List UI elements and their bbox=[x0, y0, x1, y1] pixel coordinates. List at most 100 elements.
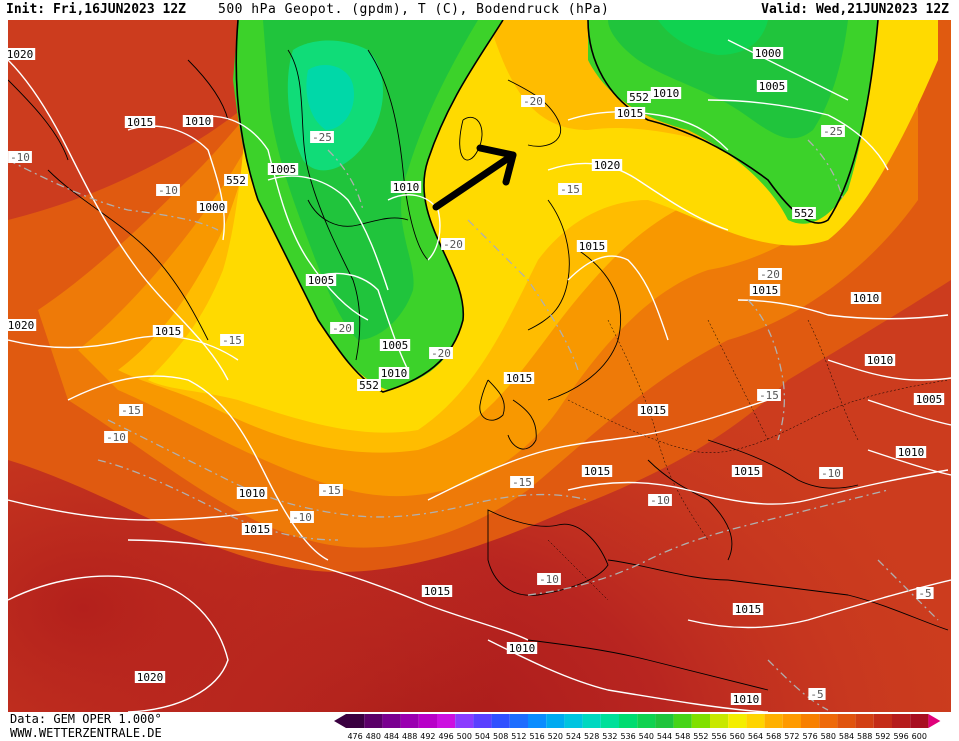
legend-swatch bbox=[382, 714, 401, 728]
legend-swatch bbox=[801, 714, 820, 728]
valid-time: Valid: Wed,21JUN2023 12Z bbox=[761, 2, 949, 17]
legend-value: 596 bbox=[893, 732, 908, 741]
geopot-552-contour bbox=[235, 20, 879, 393]
legend-value: 492 bbox=[420, 732, 435, 741]
isotherm-label: -10 bbox=[650, 494, 670, 507]
isobar-label-box bbox=[576, 240, 608, 252]
legend-swatch bbox=[873, 714, 892, 728]
geopot-label-box bbox=[792, 207, 816, 219]
legend-value: 508 bbox=[493, 732, 508, 741]
isobar-label: 1015 bbox=[752, 284, 779, 297]
legend-value: 568 bbox=[766, 732, 781, 741]
isotherm-label: -20 bbox=[332, 322, 352, 335]
borders bbox=[547, 319, 949, 601]
isobar-label-box bbox=[732, 603, 764, 615]
legend-swatch bbox=[418, 714, 437, 728]
isobar-label: 1005 bbox=[759, 80, 786, 93]
legend-swatch bbox=[455, 714, 474, 728]
legend-value: 592 bbox=[875, 732, 890, 741]
isotherm-label: -10 bbox=[292, 511, 312, 524]
isobar-label: 1015 bbox=[579, 240, 606, 253]
geopot-labels: 552 552 552 552 bbox=[224, 91, 816, 392]
isotherm-label: -5 bbox=[918, 587, 931, 600]
legend-value: 484 bbox=[384, 732, 399, 741]
isobar-label-box bbox=[503, 372, 535, 384]
isotherm-label-box bbox=[537, 573, 561, 585]
isobar-label: 1010 bbox=[733, 693, 760, 706]
legend-value: 504 bbox=[475, 732, 490, 741]
isobar-label: 1005 bbox=[270, 163, 297, 176]
isotherm-label: -10 bbox=[158, 184, 178, 197]
legend-swatch bbox=[746, 714, 765, 728]
isotherm-label-box bbox=[916, 587, 934, 599]
isotherm-label: -5 bbox=[810, 688, 823, 701]
legend-swatch bbox=[619, 714, 638, 728]
isotherm-label-box bbox=[220, 334, 244, 346]
legend-swatch bbox=[710, 714, 729, 728]
legend-swatch bbox=[400, 714, 419, 728]
isobar-label-box bbox=[581, 465, 613, 477]
legend-value: 548 bbox=[675, 732, 690, 741]
isotherm-label-box bbox=[819, 467, 843, 479]
isobar-label: 1015 bbox=[127, 116, 154, 129]
geopot-label-box bbox=[224, 174, 248, 186]
legend-swatch bbox=[600, 714, 619, 728]
legend-swatch bbox=[837, 714, 856, 728]
weather-map: 1020 1015 1010 1005 1000 1010 1005 1005 1010 1015… bbox=[8, 20, 951, 712]
isobar-label: 1020 bbox=[137, 671, 164, 684]
legend-value: 500 bbox=[457, 732, 472, 741]
annotation-arrow bbox=[432, 144, 517, 211]
isotherm-label-box bbox=[441, 238, 465, 250]
isobar-label: 1015 bbox=[506, 372, 533, 385]
isotherm-label: -15 bbox=[121, 404, 141, 417]
isobar-label: 1010 bbox=[898, 446, 925, 459]
isobar-label: 1005 bbox=[916, 393, 943, 406]
isobar-label: 1010 bbox=[393, 181, 420, 194]
legend-swatch bbox=[473, 714, 492, 728]
legend-swatch bbox=[364, 714, 383, 728]
isotherm-label-box bbox=[521, 95, 545, 107]
isobar-label: 1015 bbox=[734, 465, 761, 478]
init-time: Init: Fri,16JUN2023 12Z bbox=[6, 2, 187, 17]
isotherm-label-box bbox=[821, 125, 845, 137]
isobar-label: 1010 bbox=[239, 487, 266, 500]
isotherm-label-box bbox=[757, 389, 781, 401]
legend-value: 576 bbox=[802, 732, 817, 741]
geopot-label: 552 bbox=[629, 91, 649, 104]
legend-value: 532 bbox=[602, 732, 617, 741]
isotherm-label-box bbox=[808, 688, 826, 700]
isobar-label-box bbox=[730, 693, 762, 705]
isotherm-label-box bbox=[119, 404, 143, 416]
legend-value: 476 bbox=[347, 732, 362, 741]
isobar-label-box bbox=[864, 354, 896, 366]
legend-value: 520 bbox=[548, 732, 563, 741]
isobar-label-box bbox=[731, 465, 763, 477]
isotherm-label: -15 bbox=[560, 183, 580, 196]
legend-value: 488 bbox=[402, 732, 417, 741]
isotherm-label: -15 bbox=[512, 476, 532, 489]
legend-swatch bbox=[819, 714, 838, 728]
isotherm-label: -10 bbox=[10, 151, 30, 164]
isotherm-label-box bbox=[330, 322, 354, 334]
legend-value: 540 bbox=[639, 732, 654, 741]
legend-right-arrow bbox=[928, 714, 941, 728]
legend-value: 480 bbox=[366, 732, 381, 741]
isobar-label: 1015 bbox=[244, 523, 271, 536]
isobar-label: 1005 bbox=[382, 339, 409, 352]
data-source: Data: GEM OPER 1.000° bbox=[10, 712, 162, 726]
isobar-label-box bbox=[913, 393, 945, 405]
legend-value: 584 bbox=[839, 732, 854, 741]
isobar-label: 1010 bbox=[185, 115, 212, 128]
isotherm-label-box bbox=[429, 347, 453, 359]
isotherm-label: -15 bbox=[759, 389, 779, 402]
isobar-label-box bbox=[134, 671, 166, 683]
geopot-label: 552 bbox=[226, 174, 246, 187]
legend-swatch bbox=[691, 714, 710, 728]
isobar-label-box bbox=[506, 642, 538, 654]
isobar-label: 1010 bbox=[867, 354, 894, 367]
legend-value: 544 bbox=[657, 732, 672, 741]
legend-swatch bbox=[892, 714, 911, 728]
isobar-label: 1015 bbox=[155, 325, 182, 338]
isotherm-label: -15 bbox=[321, 484, 341, 497]
isotherm-label-box bbox=[648, 494, 672, 506]
